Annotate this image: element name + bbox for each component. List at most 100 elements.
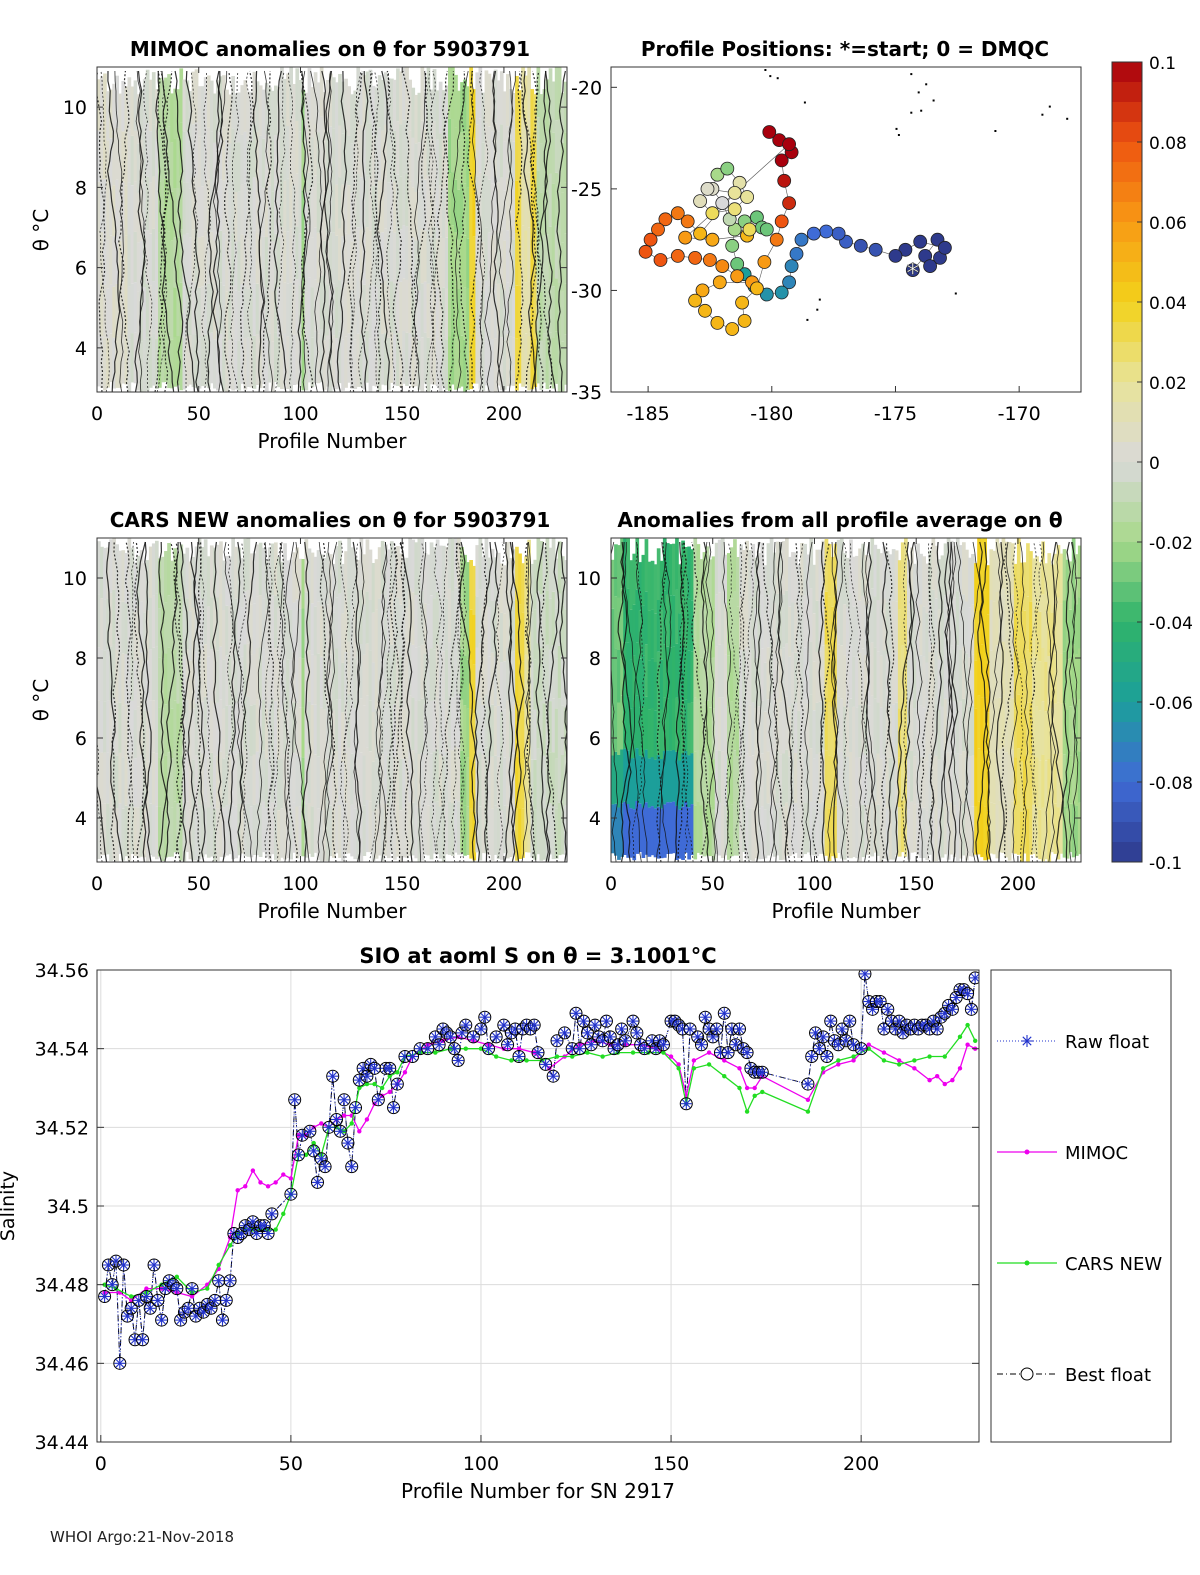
- star-stroke: [210, 1296, 220, 1305]
- star-stroke: [803, 1079, 813, 1089]
- cars-cell: [347, 588, 351, 642]
- mimoc-cell: [328, 232, 333, 286]
- cars-xtick-label: 100: [282, 873, 318, 895]
- cars-cell: [386, 703, 391, 756]
- avg-cell: [839, 592, 844, 646]
- star-stroke: [640, 1044, 649, 1053]
- cars-cell: [295, 702, 300, 755]
- mimoc-cell: [203, 180, 208, 232]
- mimoc-cell: [551, 337, 556, 389]
- mimoc-cell: [319, 169, 324, 223]
- cars-cell: [417, 753, 422, 808]
- mimoc-cell: [325, 182, 330, 234]
- footer-stamp: WHOI Argo:21-Nov-2018: [50, 1528, 234, 1546]
- avg-cell: [846, 607, 850, 658]
- raw-float-point: [140, 1291, 152, 1302]
- cars-point: [836, 1058, 841, 1063]
- mimoc-cell: [560, 291, 565, 342]
- avg-cell: [644, 802, 649, 855]
- cars-cell: [261, 649, 266, 700]
- cars-cell: [512, 600, 516, 652]
- mimoc-cell: [463, 183, 467, 236]
- best-float-point: [257, 1219, 271, 1233]
- avg-cell: [827, 702, 832, 756]
- avg-cell: [882, 806, 887, 859]
- star-stroke: [286, 1189, 296, 1199]
- cars-point: [216, 1262, 221, 1268]
- avg-cell: [708, 707, 713, 758]
- avg-contour: [679, 541, 694, 862]
- cars-contour: [255, 541, 270, 862]
- mimoc-cell: [280, 280, 284, 335]
- avg-cell: [650, 609, 655, 659]
- avg-cell: [842, 757, 847, 809]
- avg-cell: [681, 593, 685, 647]
- best-float-point: [204, 1301, 218, 1315]
- mimoc-cell: [393, 130, 397, 182]
- avg-cell: [888, 656, 893, 707]
- avg-cell: [827, 808, 832, 861]
- mimoc-cell: [200, 136, 205, 187]
- mimoc-cell: [417, 142, 422, 192]
- mimoc-cell: [481, 341, 486, 391]
- mimoc-cell: [225, 291, 229, 342]
- cars-cell: [542, 755, 547, 808]
- cars-cell: [216, 755, 220, 809]
- star-stroke: [837, 1024, 847, 1034]
- mimoc-cell: [536, 67, 541, 118]
- avg-cell: [684, 648, 688, 700]
- cars-cell: [197, 698, 202, 752]
- mimoc-cell: [408, 333, 412, 384]
- star-stroke: [187, 1284, 197, 1293]
- mimoc-cell: [353, 339, 358, 389]
- cars-cell: [469, 759, 473, 809]
- cars-cell: [106, 803, 110, 855]
- cars-cell: [414, 805, 419, 859]
- cars-cell: [182, 553, 187, 605]
- raw-float-point: [638, 1043, 650, 1055]
- cars-cell: [286, 759, 290, 809]
- avg-cell: [830, 556, 835, 607]
- salinity-ylabel: Salinity: [0, 1171, 19, 1241]
- cars-cell: [200, 701, 205, 754]
- avg-cell: [913, 659, 917, 708]
- cars-cell: [341, 811, 345, 861]
- avg-cell: [1059, 603, 1064, 654]
- cars-cell: [347, 641, 351, 695]
- avg-cell: [690, 702, 695, 754]
- cars-point: [866, 1046, 871, 1051]
- legend-label: Raw float: [1065, 1032, 1149, 1053]
- avg-cell: [769, 588, 774, 642]
- mimoc-point: [402, 1070, 408, 1075]
- mimoc-cell: [161, 332, 165, 383]
- best-float-point: [710, 1022, 724, 1036]
- cars-cell: [277, 759, 281, 811]
- avg-cell: [775, 698, 780, 751]
- mimoc-cell: [118, 240, 123, 290]
- cars-cell: [261, 547, 266, 599]
- mimoc-cell: [344, 233, 348, 285]
- colorbar-segment: [1112, 762, 1142, 783]
- star-stroke: [362, 1071, 372, 1081]
- cars-cell: [356, 709, 361, 760]
- avg-cell: [977, 695, 981, 749]
- cars-contour: [344, 541, 359, 862]
- mimoc-cell: [319, 276, 324, 330]
- cars-cell: [487, 706, 492, 756]
- mimoc-cell: [243, 183, 248, 235]
- avg-cell: [720, 590, 725, 644]
- colorbar-segment: [1112, 442, 1142, 463]
- cars-cell: [563, 756, 567, 806]
- land-dot: [910, 111, 913, 114]
- colorbar-tick-label: 0.08: [1149, 134, 1187, 154]
- avg-cell: [949, 645, 954, 698]
- cars-cell: [130, 751, 135, 803]
- mimoc-cell: [255, 182, 260, 234]
- mimoc-contour: [556, 70, 566, 392]
- avg-cell: [806, 554, 810, 605]
- cars-cell: [554, 808, 559, 859]
- avg-cell: [931, 806, 936, 861]
- mimoc-cell: [557, 228, 562, 283]
- mimoc-point: [942, 1081, 947, 1087]
- avg-cell: [763, 662, 768, 712]
